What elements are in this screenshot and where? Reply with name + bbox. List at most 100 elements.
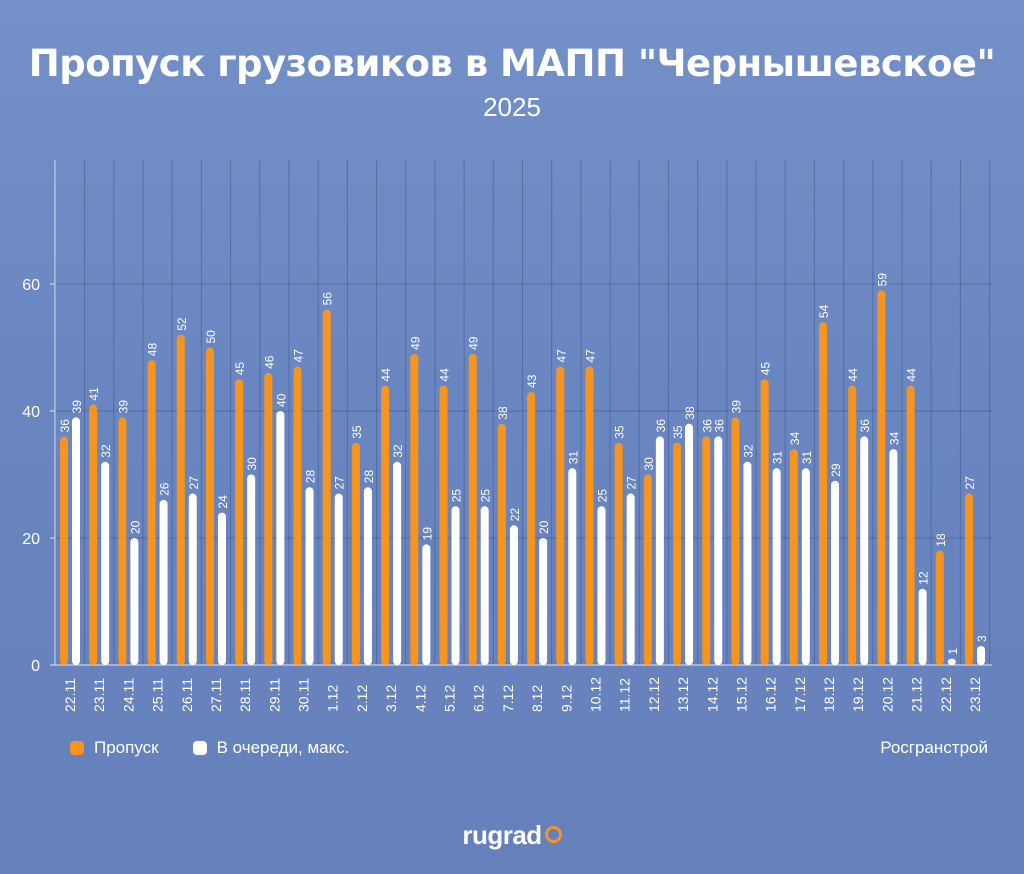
bar-pass: [556, 366, 565, 665]
x-tick-label: 21.12: [909, 677, 925, 712]
x-tick-label: 9.12: [558, 685, 574, 712]
bar-queue: [130, 538, 139, 665]
legend-label: Пропуск: [94, 738, 159, 757]
data-label: 30: [245, 457, 259, 471]
x-tick-label: 11.12: [617, 678, 633, 712]
bar-queue: [831, 480, 840, 665]
data-label: 25: [450, 489, 464, 503]
data-label: 19: [420, 527, 434, 541]
data-label: 44: [379, 368, 393, 382]
bar-queue: [947, 658, 956, 665]
y-tick-label: 40: [22, 404, 40, 421]
bar-queue: [72, 417, 80, 665]
data-label: 54: [817, 304, 831, 318]
data-label: 39: [729, 400, 743, 414]
bar-pass: [877, 290, 886, 665]
bar-queue: [217, 512, 226, 665]
bar-pass: [906, 385, 915, 665]
data-label: 39: [116, 400, 130, 414]
data-label: 26: [158, 482, 172, 496]
x-tick-label: 1.12: [325, 685, 341, 712]
x-tick-label: 19.12: [850, 677, 866, 712]
bar-pass: [497, 423, 506, 665]
data-label: 31: [800, 450, 814, 464]
bar-queue: [451, 506, 460, 665]
x-tick-label: 22.12: [938, 677, 954, 712]
data-label: 47: [554, 349, 568, 363]
x-tick-label: 6.12: [471, 685, 487, 712]
data-label: 41: [87, 387, 101, 401]
bar-pass: [819, 322, 828, 665]
data-label: 20: [537, 520, 551, 534]
data-label: 27: [333, 476, 347, 490]
bar-queue: [714, 436, 723, 665]
bar-queue: [685, 423, 694, 665]
bar-pass: [264, 372, 273, 665]
bar-queue: [568, 468, 577, 665]
data-label: 27: [963, 476, 977, 490]
data-label: 32: [99, 444, 113, 458]
bar-queue: [772, 468, 781, 665]
data-label: 24: [216, 495, 230, 509]
x-tick-label: 18.12: [821, 677, 837, 712]
bar-queue: [655, 436, 664, 665]
bar-queue: [801, 468, 810, 665]
bar-queue: [539, 538, 548, 665]
data-label: 39: [70, 400, 84, 414]
data-label: 44: [438, 368, 452, 382]
data-label: 20: [128, 520, 142, 534]
x-tick-label: 28.11: [237, 678, 253, 712]
bar-pass: [935, 550, 944, 665]
bar-pass: [293, 366, 302, 665]
data-label: 27: [187, 476, 201, 490]
legend-swatch-white: [192, 741, 207, 755]
bar-queue: [889, 449, 898, 665]
data-label: 48: [146, 343, 160, 357]
bar-queue: [276, 411, 285, 665]
legend-swatch-orange: [70, 741, 84, 755]
bar-pass: [468, 353, 477, 665]
y-tick-label: 60: [22, 277, 40, 294]
bar-pass: [351, 442, 360, 665]
x-tick-label: 10.12: [587, 677, 603, 712]
bar-pass: [585, 366, 594, 665]
data-label: 36: [712, 419, 726, 433]
data-label: 35: [671, 425, 685, 439]
data-label: 52: [175, 317, 189, 331]
legend-item-pass: Пропуск: [70, 738, 159, 758]
bar-queue: [597, 506, 606, 665]
bar-pass: [176, 334, 185, 665]
bar-pass: [643, 474, 652, 665]
bar-pass: [381, 385, 390, 665]
x-tick-label: 29.11: [266, 678, 282, 712]
data-label: 1: [946, 648, 960, 655]
x-tick-label: 24.11: [120, 678, 136, 712]
data-label: 31: [566, 450, 580, 464]
logo: rugrad: [0, 820, 1024, 851]
data-label: 44: [846, 368, 860, 382]
data-label: 43: [525, 374, 539, 388]
data-label: 36: [858, 419, 872, 433]
data-label: 18: [934, 533, 948, 547]
x-tick-label: 4.12: [412, 685, 428, 712]
data-label: 36: [654, 419, 668, 433]
legend: Пропуск В очереди, макс.: [70, 738, 349, 758]
bar-pass: [235, 379, 244, 665]
bar-pass: [760, 379, 769, 665]
bar-pass: [89, 404, 98, 665]
y-tick-label: 20: [22, 531, 40, 548]
data-label: 3: [975, 635, 989, 642]
bar-queue: [743, 461, 752, 665]
data-label: 38: [683, 406, 697, 420]
x-tick-label: 15.12: [733, 677, 749, 712]
bar-queue: [393, 461, 402, 665]
bar-pass: [789, 449, 798, 665]
x-tick-label: 5.12: [442, 685, 458, 712]
bar-pass: [205, 347, 214, 665]
bar-pass: [60, 436, 68, 665]
x-tick-label: 17.12: [792, 677, 808, 712]
bar-pass: [702, 436, 711, 665]
x-tick-label: 20.12: [879, 677, 895, 712]
data-label: 36: [58, 419, 72, 433]
